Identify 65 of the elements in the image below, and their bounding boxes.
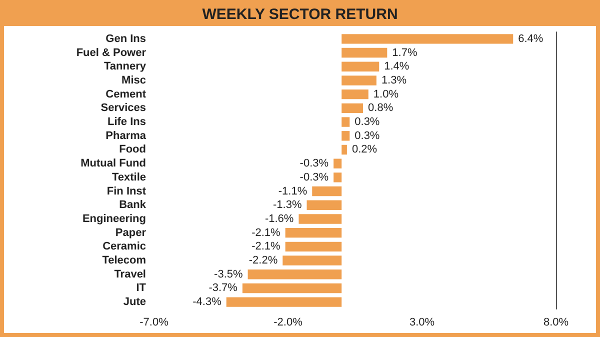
bar (342, 131, 350, 141)
data-label: 1.4% (384, 60, 410, 73)
y-tick-label: Tannery (104, 60, 147, 73)
x-tick-label: 3.0% (409, 316, 435, 328)
x-tick-label: -7.0% (140, 316, 169, 328)
bar (282, 256, 342, 266)
data-label: 0.3% (354, 116, 380, 128)
data-label: -3.5% (214, 268, 244, 280)
data-label: 1.3% (381, 74, 407, 86)
bar (306, 200, 342, 210)
data-label: 1.7% (392, 46, 418, 59)
y-tick-label: Pharma (106, 130, 147, 142)
chart-title: WEEKLY SECTOR RETURN (4, 4, 596, 26)
y-tick-label: Life Ins (107, 116, 146, 128)
data-label: 0.8% (368, 102, 394, 114)
bar (342, 103, 364, 114)
data-label: -1.1% (278, 185, 308, 198)
data-label: -2.1% (252, 240, 281, 253)
y-tick-label: Textile (112, 171, 146, 184)
data-label: 1.0% (373, 88, 399, 100)
bar (334, 172, 342, 182)
data-label: -4.3% (192, 296, 222, 308)
y-tick-label: IT (136, 282, 146, 294)
y-tick-label: Mutual Fund (80, 158, 146, 170)
y-tick-label: Jute (123, 296, 146, 308)
data-label: -1.6% (264, 212, 294, 225)
y-tick-label: Gen Ins (106, 32, 146, 45)
data-label: 0.2% (352, 144, 378, 156)
data-label: -0.3% (300, 158, 329, 170)
data-label: -1.3% (273, 199, 302, 212)
bar (342, 89, 368, 100)
bar (285, 242, 342, 252)
y-tick-label: Telecom (102, 254, 146, 267)
bar (342, 144, 347, 155)
y-tick-label: Engineering (82, 212, 146, 225)
bar (342, 62, 380, 72)
bar (312, 186, 342, 196)
y-tick-label: Misc (122, 74, 146, 86)
bar (285, 228, 342, 238)
y-tick-label: Fuel & Power (76, 46, 147, 59)
bar (342, 76, 376, 86)
y-tick-label: Food (119, 144, 146, 156)
bar (342, 34, 514, 44)
y-tick-label: Ceramic (102, 240, 146, 253)
x-tick-label: -2.0% (274, 316, 303, 328)
data-label: 0.3% (354, 130, 380, 142)
y-tick-label: Fin Inst (106, 185, 146, 198)
y-tick-label: Services (100, 102, 146, 114)
bar (298, 214, 342, 224)
bar (248, 270, 342, 280)
y-tick-label: Paper (115, 226, 147, 239)
data-label: 6.4% (518, 32, 544, 45)
bar (242, 283, 342, 294)
bar (226, 297, 342, 307)
data-label: -0.3% (300, 171, 329, 184)
data-label: -2.1% (252, 226, 281, 239)
x-tick-label: 8.0% (543, 316, 569, 328)
data-label: -2.2% (248, 254, 278, 267)
data-label: -3.7% (208, 282, 238, 294)
y-tick-label: Cement (106, 88, 146, 100)
bar (342, 117, 350, 127)
bar (334, 158, 342, 168)
y-tick-label: Bank (119, 199, 147, 212)
bar (342, 48, 388, 58)
y-tick-label: Travel (114, 268, 146, 280)
